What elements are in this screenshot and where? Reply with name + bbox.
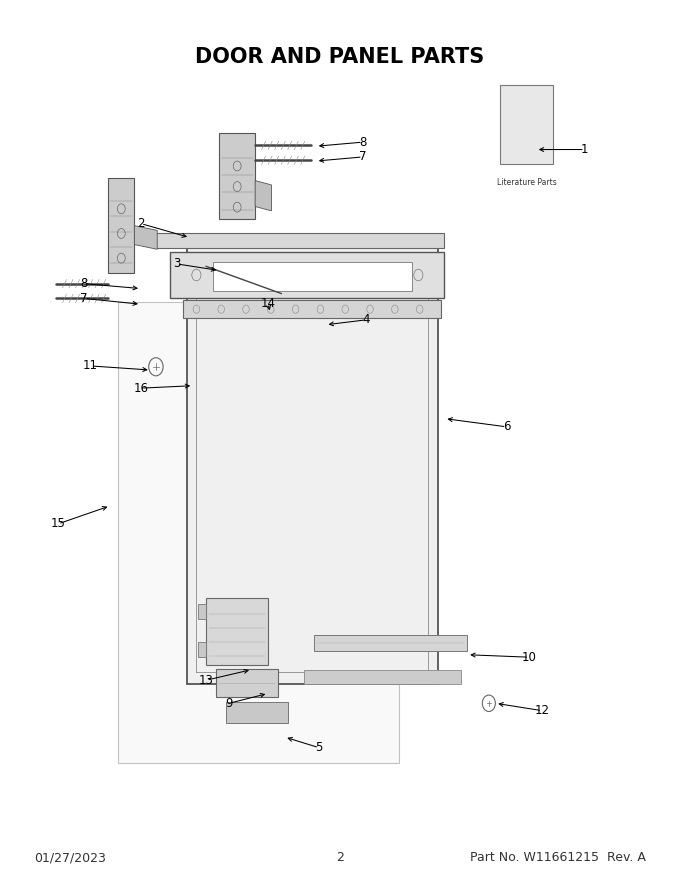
Polygon shape xyxy=(135,225,157,249)
Text: 3: 3 xyxy=(173,258,180,270)
Bar xyxy=(500,84,554,164)
Bar xyxy=(154,233,445,248)
Bar xyxy=(314,635,467,651)
Text: 13: 13 xyxy=(199,674,214,686)
Text: 8: 8 xyxy=(80,277,88,290)
Text: DOOR AND PANEL PARTS: DOOR AND PANEL PARTS xyxy=(195,47,485,67)
Text: 14: 14 xyxy=(260,297,275,310)
Polygon shape xyxy=(255,180,271,211)
Text: 7: 7 xyxy=(80,292,88,305)
Text: 12: 12 xyxy=(535,704,550,717)
Bar xyxy=(304,671,461,684)
Bar xyxy=(186,244,438,685)
Bar xyxy=(118,302,398,762)
Bar xyxy=(206,598,268,665)
Bar xyxy=(199,604,206,619)
Text: 2: 2 xyxy=(336,851,344,864)
Text: Part No. W11661215  Rev. A: Part No. W11661215 Rev. A xyxy=(470,851,646,864)
Text: 15: 15 xyxy=(50,517,65,531)
Bar xyxy=(213,262,412,291)
Text: Literature Parts: Literature Parts xyxy=(497,179,556,187)
Text: 4: 4 xyxy=(362,313,370,326)
Bar xyxy=(216,669,278,697)
Bar xyxy=(108,179,135,273)
Text: 2: 2 xyxy=(137,217,145,230)
Bar xyxy=(184,300,441,319)
Text: 8: 8 xyxy=(359,136,367,149)
Bar xyxy=(219,133,255,219)
Text: 01/27/2023: 01/27/2023 xyxy=(34,851,106,864)
Text: 11: 11 xyxy=(83,359,98,372)
Text: 9: 9 xyxy=(225,697,233,710)
Bar xyxy=(226,701,288,723)
Text: 10: 10 xyxy=(522,650,537,664)
Text: 6: 6 xyxy=(503,421,510,433)
Bar xyxy=(199,642,206,657)
Text: 16: 16 xyxy=(133,382,148,394)
Bar xyxy=(170,253,445,297)
Text: 1: 1 xyxy=(581,143,589,156)
Text: 5: 5 xyxy=(316,741,323,754)
Text: 7: 7 xyxy=(359,150,367,164)
